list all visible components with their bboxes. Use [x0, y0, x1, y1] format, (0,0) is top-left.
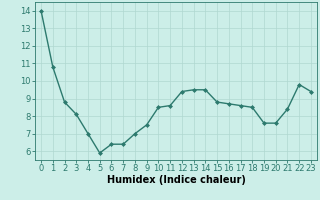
X-axis label: Humidex (Indice chaleur): Humidex (Indice chaleur) [107, 175, 245, 185]
